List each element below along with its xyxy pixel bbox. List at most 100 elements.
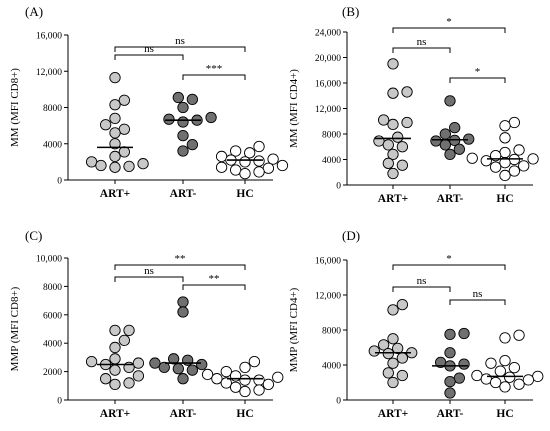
data-point [177, 296, 189, 308]
significance-label: * [446, 16, 452, 28]
data-point [123, 160, 135, 173]
data-point [167, 353, 180, 365]
significance-label: * [475, 66, 481, 78]
data-point [499, 354, 511, 367]
y-tick-label: 16,000 [315, 80, 341, 90]
data-point [85, 156, 98, 168]
data-point [229, 381, 242, 393]
data-point [518, 160, 530, 172]
category-label-hc: HC [496, 193, 513, 205]
data-point [267, 153, 279, 165]
category-label-art-neg: ART- [170, 188, 197, 200]
y-tick-label: 0 [336, 397, 341, 407]
data-point [239, 361, 251, 373]
category-label-hc: HC [236, 188, 253, 200]
panel-b: (B) MM (MFI CD4+) 0 4000 8000 12,000 16,000 20,… [288, 4, 539, 205]
significance-label: ns [473, 288, 483, 300]
data-point [392, 342, 404, 355]
data-point [205, 111, 217, 124]
data-point [527, 153, 539, 165]
data-point [186, 364, 199, 376]
data-point [387, 357, 399, 369]
data-point [132, 370, 145, 382]
data-point [137, 158, 149, 170]
data-point [382, 367, 394, 379]
significance-label: ** [209, 273, 220, 285]
category-label-hc: HC [236, 408, 253, 420]
significance-label: ns [417, 275, 427, 287]
data-point [471, 369, 483, 382]
y-tick-label: 4000 [43, 340, 62, 350]
category-label-art-neg: ART- [170, 408, 197, 420]
data-point [387, 304, 399, 316]
data-point [172, 91, 184, 104]
category-label-art-pos: ART+ [100, 188, 130, 200]
data-point [444, 375, 456, 388]
y-tick-label: 6000 [43, 311, 62, 321]
data-point [439, 128, 451, 140]
category-label-art-neg: ART- [437, 408, 464, 420]
y-axis-label: MMP (MFI CD4+) [288, 287, 300, 372]
data-point [513, 378, 525, 390]
data-point [118, 123, 131, 135]
data-point [466, 152, 478, 164]
data-point [489, 376, 502, 389]
data-point [262, 162, 275, 174]
data-point [444, 387, 456, 399]
data-point [123, 361, 135, 373]
data-point [215, 161, 228, 173]
y-tick-label: 0 [57, 397, 62, 407]
data-point [458, 327, 470, 340]
data-point [220, 365, 232, 378]
panel-letter: (D) [342, 228, 360, 243]
data-point [239, 168, 251, 180]
y-tick-label: 4000 [322, 362, 341, 372]
data-point [480, 155, 492, 167]
data-point [244, 147, 256, 159]
data-point [373, 135, 385, 147]
data-point [387, 376, 399, 389]
significance-bracket [392, 27, 506, 33]
significance-label: ** [175, 253, 186, 265]
data-point [132, 357, 145, 369]
data-point [272, 371, 284, 383]
data-point [109, 378, 121, 391]
y-tick-label: 8000 [322, 131, 341, 141]
data-point [177, 129, 189, 142]
data-point [513, 329, 525, 341]
y-tick-label: 20,000 [315, 54, 341, 64]
y-tick-label: 4000 [322, 156, 341, 166]
data-point [109, 71, 121, 84]
significance-label: *** [206, 63, 223, 75]
data-point [118, 334, 131, 347]
category-label-hc: HC [496, 408, 513, 420]
data-point [177, 373, 189, 385]
data-point [229, 164, 242, 176]
category-label-art-pos: ART+ [100, 408, 130, 420]
data-point [177, 145, 189, 157]
data-point [499, 332, 511, 344]
y-tick-label: 8000 [322, 327, 341, 337]
y-tick-label: 24,000 [315, 29, 341, 39]
data-point [499, 146, 511, 159]
significance-bracket [392, 264, 506, 270]
data-point [458, 358, 470, 370]
data-point [504, 371, 516, 383]
data-point [109, 99, 121, 111]
significance-bracket [449, 299, 506, 305]
data-point [172, 363, 184, 375]
significance-bracket [182, 74, 246, 80]
data-point [453, 143, 466, 155]
data-point [109, 364, 121, 376]
data-point [508, 361, 521, 374]
data-point [430, 135, 442, 147]
y-axis-label: MM (MFI CD4+) [288, 69, 300, 148]
data-point [239, 385, 251, 398]
data-point [109, 324, 121, 337]
data-point [186, 93, 199, 105]
data-point [444, 347, 456, 359]
category-label-art-pos: ART+ [378, 193, 408, 205]
panel-letter: (A) [25, 4, 43, 19]
data-point [109, 161, 121, 173]
data-point [109, 112, 121, 125]
